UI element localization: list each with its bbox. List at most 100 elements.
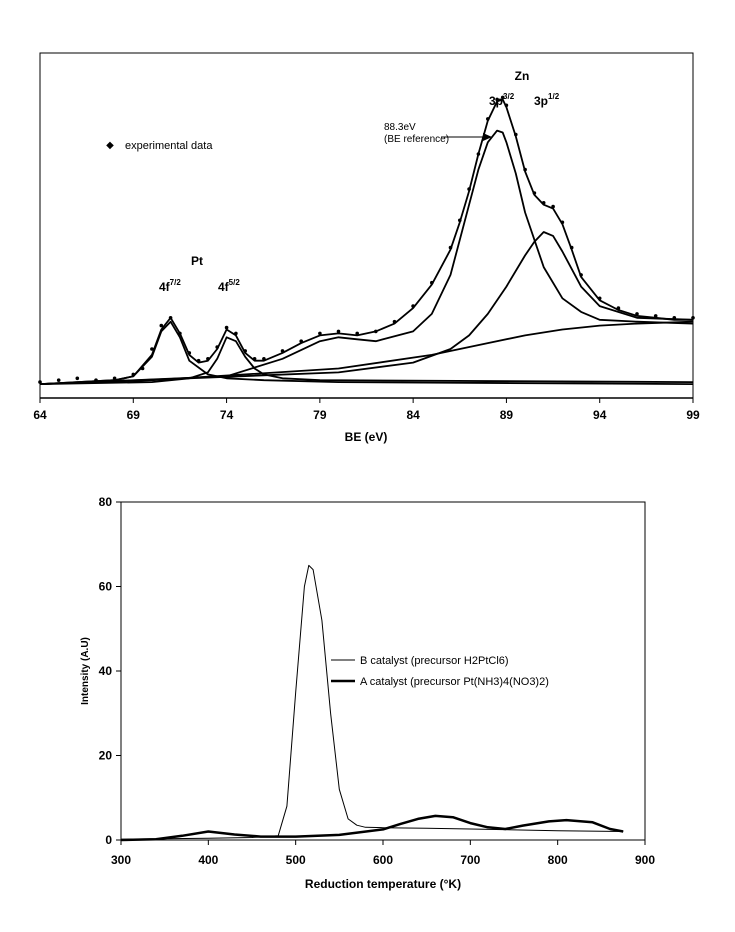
tpr-y-tick-label: 20 (99, 749, 113, 763)
xps-data-point (234, 331, 238, 336)
tpr-x-tick-label: 800 (548, 853, 568, 867)
zn-3p32-label: 3p3/2 (489, 92, 515, 108)
xps-zn-3p3-2-component-line (39, 129, 694, 385)
xps-tick-group: 64 69 74 79 84 89 94 99 (33, 398, 700, 422)
xps-data-point (560, 220, 565, 225)
zn-3p12-superscript: 1/2 (548, 92, 560, 101)
xps-pt-4f7-2-component-line (39, 320, 694, 385)
xps-data-point (691, 316, 695, 320)
xps-fit-envelope-line (39, 98, 693, 385)
tpr-y-axis-title: Intensity (A.U) (80, 637, 91, 705)
xps-x-tick-label: 69 (127, 408, 141, 422)
xps-data-point (514, 132, 518, 137)
tpr-series-a-catalyst-line (120, 814, 624, 842)
be-reference-value: 88.3eV (384, 122, 416, 133)
pt-4f52-label: 4f5/2 (218, 278, 240, 294)
pt-4f72-base: 4f (159, 280, 171, 294)
tpr-x-tick-label: 600 (373, 853, 393, 867)
xps-x-tick-label: 94 (593, 408, 607, 422)
tpr-series-b-catalyst-line (120, 564, 624, 840)
be-reference-note: (BE reference) (384, 134, 449, 145)
xps-data-point (672, 316, 677, 320)
xps-data-point (196, 358, 201, 363)
xps-data-point (252, 357, 257, 361)
legend-b-catalyst-label: B catalyst (precursor H2PtCl6) (360, 655, 509, 667)
xps-data-point (495, 97, 499, 102)
legend-a-catalyst-label: A catalyst (precursor Pt(NH3)4(NO3)2) (360, 676, 549, 688)
xps-data-point (262, 357, 266, 361)
zn-3p12-base: 3p (534, 94, 548, 108)
tpr-x-axis-title: Reduction temperature (°K) (305, 877, 461, 891)
xps-data-point (131, 372, 136, 377)
xps-data-point (458, 218, 462, 223)
xps-data-point (318, 331, 322, 336)
xps-data-point (178, 331, 182, 336)
xps-x-axis-title: BE (eV) (345, 430, 388, 444)
xps-data-point (38, 380, 42, 384)
xps-data-point (75, 376, 80, 381)
xps-data-point (448, 245, 453, 250)
xps-data-point (569, 245, 574, 250)
xps-data-point (168, 316, 173, 320)
tpr-x-tick-label: 400 (198, 853, 218, 867)
xps-x-tick-label: 84 (406, 408, 420, 422)
xps-data-point (532, 191, 537, 195)
xps-chart: 64 69 74 79 84 89 94 99 BE (eV) ◆ experimental … (33, 52, 700, 444)
xps-data-point (579, 273, 583, 277)
zn-3p12-label: 3p1/2 (534, 92, 560, 108)
tpr-plot-frame (120, 501, 646, 841)
xps-data-point (243, 349, 247, 353)
tpr-tick-group: 300 400 500 600 700 800 900 0 20 40 60 80 (99, 495, 656, 867)
xps-data-point (94, 378, 98, 383)
xps-data-point (635, 312, 639, 316)
pt-4f72-superscript: 7/2 (170, 278, 182, 287)
legend-experimental-data: experimental data (125, 140, 213, 152)
xps-data-points (38, 95, 695, 384)
xps-data-point (206, 357, 210, 361)
tpr-series-group (120, 564, 624, 842)
xps-data-point (392, 319, 397, 324)
xps-data-point (374, 329, 378, 334)
xps-data-point (150, 347, 154, 351)
xps-x-tick-label: 79 (313, 408, 327, 422)
xps-data-point (653, 314, 658, 318)
tpr-y-tick-label: 0 (105, 833, 112, 847)
tpr-chart: 300 400 500 600 700 800 900 0 20 40 60 80 Reduction… (80, 495, 655, 891)
tpr-y-tick-label: 60 (99, 580, 113, 594)
xps-x-tick-label: 99 (686, 408, 700, 422)
tpr-y-tick-label: 80 (99, 495, 113, 509)
pt-4f52-base: 4f (218, 280, 230, 294)
pt-4f52-superscript: 5/2 (229, 278, 241, 287)
xps-data-point (224, 325, 229, 330)
xps-data-point (159, 323, 164, 328)
xps-background-line (39, 320, 694, 385)
xps-data-point (430, 280, 434, 285)
xps-data-point (500, 95, 505, 100)
legend-marker-diamond: ◆ (106, 140, 114, 151)
pt-label: Pt (191, 254, 203, 268)
xps-data-point (56, 378, 61, 383)
tpr-x-tick-label: 300 (111, 853, 131, 867)
xps-data-point (616, 306, 621, 310)
xps-data-point (476, 152, 481, 156)
pt-4f72-label: 4f7/2 (159, 278, 181, 294)
xps-zn-3p1-2-component-line (39, 231, 694, 385)
xps-data-point (541, 201, 546, 205)
xps-data-point (411, 304, 415, 308)
xps-x-tick-label: 64 (33, 408, 47, 422)
xps-data-point (299, 339, 304, 344)
xps-data-point (187, 351, 192, 355)
tpr-x-tick-label: 900 (635, 853, 655, 867)
xps-x-tick-label: 74 (220, 408, 234, 422)
tpr-y-tick-label: 40 (99, 664, 113, 678)
zn-label: Zn (515, 69, 530, 83)
xps-data-point (467, 187, 471, 191)
xps-data-point (551, 204, 555, 209)
xps-data-point (112, 376, 117, 381)
xps-series-group (39, 98, 694, 385)
tpr-x-tick-label: 700 (460, 853, 480, 867)
xps-data-point (336, 329, 341, 334)
xps-data-point (523, 167, 527, 172)
xps-data-point (355, 331, 360, 336)
